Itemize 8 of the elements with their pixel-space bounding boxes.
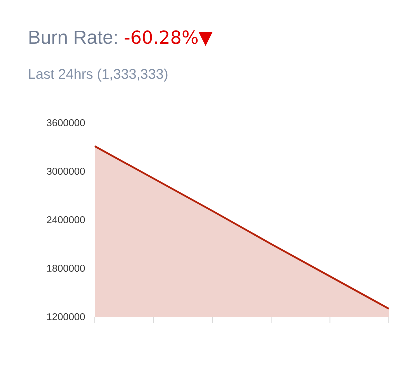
text: -60.28%▼ [124,30,213,46]
chart-subtitle: Last 24hrs (1,333,333) [29,68,168,82]
y-tick-label: 2400000 [47,216,86,224]
y-tick-label: 3000000 [47,168,86,176]
chart-title: Burn Rate: [30,30,117,44]
y-tick-label: 1200000 [47,313,86,321]
y-tick-label: 1800000 [47,264,86,272]
y-tick-label: 3600000 [47,119,86,127]
